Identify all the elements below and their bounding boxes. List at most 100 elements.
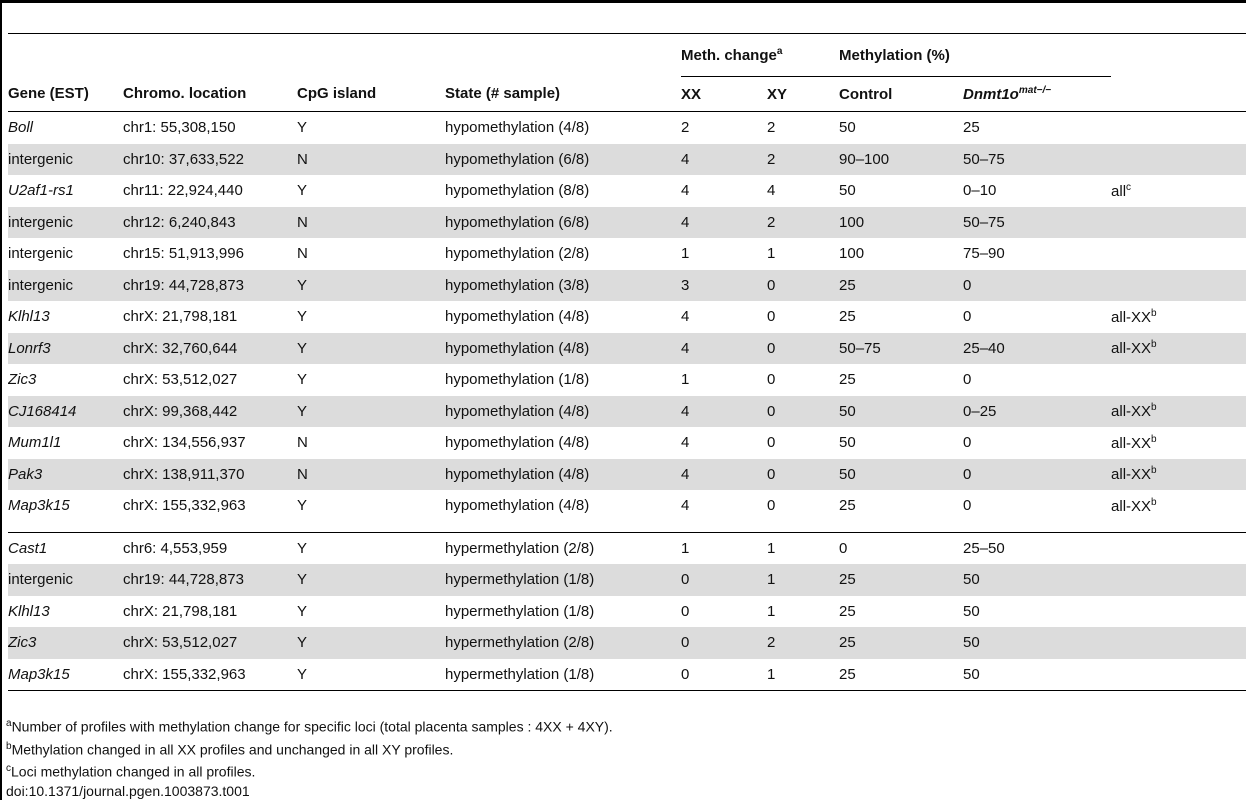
cell-control: 25 <box>839 627 964 659</box>
cell-control: 50 <box>839 182 856 200</box>
col-control: Control <box>839 76 964 112</box>
cell-control: 25 <box>839 269 964 301</box>
cell-control: 25 <box>839 602 856 620</box>
cell-dnmt: 0 <box>963 308 972 326</box>
cell-loc: chrX: 21,798,181 <box>123 308 238 326</box>
cell-loc: chr15: 51,913,996 <box>123 245 244 263</box>
cell-loc: chr11: 22,924,440 <box>123 182 243 200</box>
cell-note <box>1111 658 1246 691</box>
cell-xy: 1 <box>767 602 776 620</box>
col-location: Chromo. location <box>123 76 297 112</box>
cell-loc: chr12: 6,240,843 <box>123 206 297 238</box>
cell-gene: Map3k15 <box>8 658 123 691</box>
cell-state: hypomethylation (6/8) <box>445 143 681 175</box>
cell-cpg: N <box>297 206 445 238</box>
cell-dnmt: 50 <box>963 658 1112 691</box>
cell-xx: 1 <box>681 371 690 389</box>
cell-xy: 0 <box>767 395 840 427</box>
cell-gene: Boll <box>8 119 34 137</box>
cell-xx: 4 <box>681 182 690 200</box>
cell-loc: chrX: 53,512,027 <box>123 627 297 659</box>
footnote-c: cLoci methylation changed in all profile… <box>6 763 256 780</box>
cell-note <box>1111 531 1246 564</box>
cell-note <box>1111 364 1246 396</box>
cell-xx: 0 <box>681 658 767 691</box>
cell-note: all-XXb <box>1111 307 1157 326</box>
cell-xx: 4 <box>681 143 767 175</box>
cell-cpg: N <box>297 143 445 175</box>
cell-xy: 0 <box>767 269 840 301</box>
col-group-methylation: Methylation (%) <box>839 34 1112 77</box>
cell-gene: intergenic <box>8 206 123 238</box>
cell-dnmt: 25–40 <box>963 332 1112 364</box>
cell-xx: 2 <box>681 119 690 137</box>
header-top-rule <box>8 33 1246 34</box>
cell-cpg: Y <box>297 182 308 200</box>
cell-state: hypomethylation (4/8) <box>445 119 590 137</box>
footnote-a: aNumber of profiles with methylation cha… <box>6 718 613 735</box>
cell-note <box>1111 112 1246 144</box>
cell-dnmt: 0 <box>963 434 972 452</box>
cell-gene: Klhl13 <box>8 602 50 620</box>
cell-note: all-XXb <box>1111 458 1246 490</box>
cell-loc: chrX: 134,556,937 <box>123 434 246 452</box>
cell-cpg: N <box>297 458 445 490</box>
cell-note: all-XXb <box>1111 332 1246 364</box>
cell-loc: chr1: 55,308,150 <box>123 119 236 137</box>
cell-loc: chr19: 44,728,873 <box>123 269 297 301</box>
cell-gene: Zic3 <box>8 627 123 659</box>
cell-cpg: Y <box>297 269 445 301</box>
cell-gene: intergenic <box>8 143 123 175</box>
cell-gene: Klhl13 <box>8 308 50 326</box>
cell-dnmt: 0 <box>963 458 1112 490</box>
cell-dnmt: 50–75 <box>963 143 1112 175</box>
cell-note: all-XXb <box>1111 395 1246 427</box>
col-gene: Gene (EST) <box>8 76 123 112</box>
cell-loc: chrX: 21,798,181 <box>123 602 238 620</box>
col-dnmt: Dnmt1omat−/− <box>963 76 1112 112</box>
table-footnotes: aNumber of profiles with methylation cha… <box>6 714 613 801</box>
cell-gene: intergenic <box>8 245 74 263</box>
cell-xy: 0 <box>767 458 840 490</box>
cell-dnmt: 25 <box>963 119 980 137</box>
cell-state: hypomethylation (4/8) <box>445 332 681 364</box>
left-border <box>0 0 2 800</box>
cell-state: hypermethylation (2/8) <box>445 531 681 564</box>
cell-gene: U2af1-rs1 <box>8 182 74 200</box>
cell-xx: 0 <box>681 564 767 596</box>
cell-state: hypomethylation (2/8) <box>445 245 590 263</box>
cell-dnmt: 0 <box>963 371 972 389</box>
cell-state: hypomethylation (4/8) <box>445 308 590 326</box>
cell-state: hypomethylation (3/8) <box>445 269 681 301</box>
group-spacer <box>8 521 1246 532</box>
cell-state: hypomethylation (4/8) <box>445 458 681 490</box>
cell-control: 50 <box>839 458 964 490</box>
cell-state: hypomethylation (4/8) <box>445 395 681 427</box>
cell-xy: 1 <box>767 564 840 596</box>
cell-dnmt: 0 <box>963 269 1112 301</box>
cell-gene: Cast1 <box>8 531 123 564</box>
cell-dnmt: 25–50 <box>963 531 1112 564</box>
cell-cpg: Y <box>297 371 308 389</box>
cell-cpg: Y <box>297 658 445 691</box>
col-xx: XX <box>681 76 767 112</box>
cell-cpg: Y <box>297 627 445 659</box>
cell-cpg: Y <box>297 308 308 326</box>
cell-note: all-XXb <box>1111 496 1157 515</box>
cell-cpg: Y <box>297 564 445 596</box>
cell-control: 100 <box>839 245 865 263</box>
header-row-group: Meth. changea Methylation (%) <box>8 34 1246 77</box>
cell-gene: Zic3 <box>8 371 37 389</box>
cell-cpg: Y <box>297 119 308 137</box>
cell-control: 25 <box>839 371 856 389</box>
cell-note <box>1111 143 1246 175</box>
